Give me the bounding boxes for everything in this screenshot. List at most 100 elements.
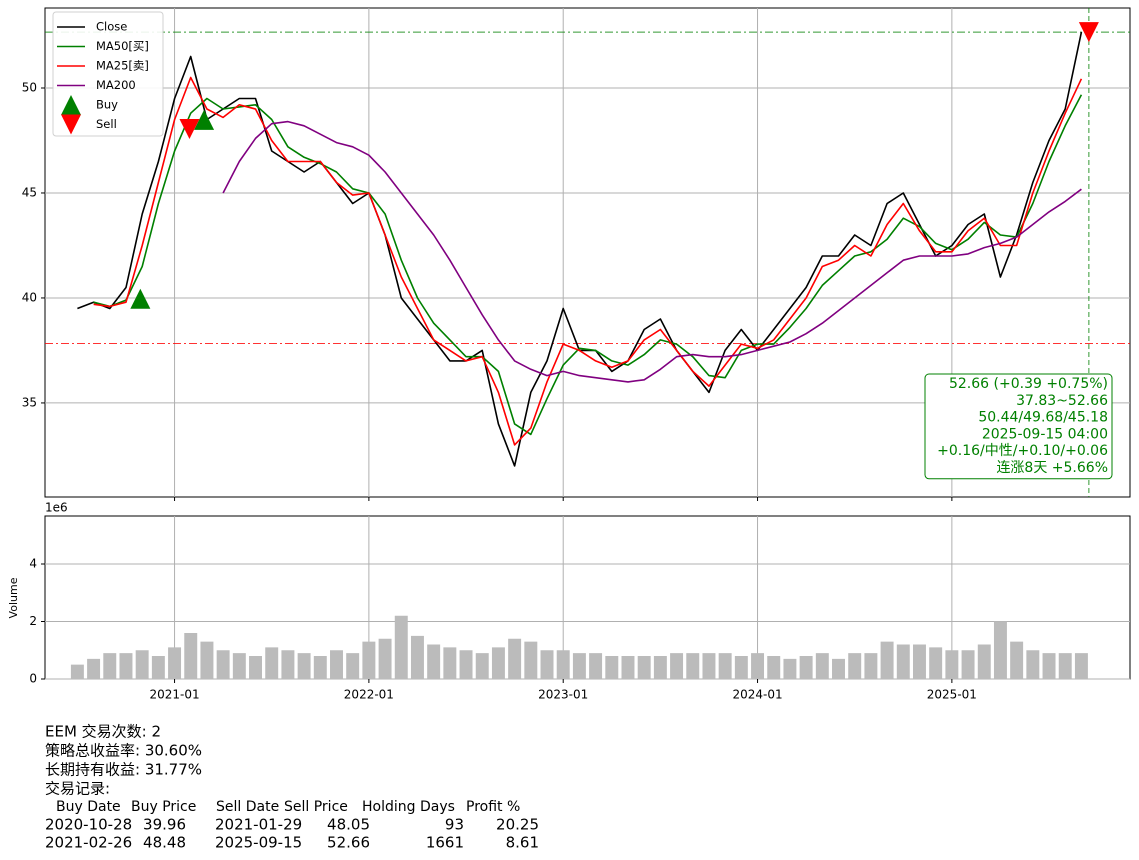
volume-bar bbox=[281, 650, 295, 679]
volume-bar bbox=[362, 641, 376, 679]
volume-bar bbox=[896, 644, 910, 679]
legend-label: Close bbox=[96, 20, 127, 34]
volume-bar bbox=[184, 633, 198, 679]
x-tick-label: 2022-01 bbox=[344, 688, 394, 702]
volume-bar bbox=[702, 653, 716, 679]
series-line bbox=[93, 76, 1083, 446]
trade-marker bbox=[1078, 22, 1099, 43]
volume-bar bbox=[70, 664, 84, 679]
volume-bar bbox=[508, 638, 522, 679]
annotation-text: 52.66 (+0.39 +0.75%) bbox=[949, 376, 1108, 392]
summary-line: 策略总收益率: 30.60% bbox=[45, 742, 202, 760]
annotation-text: 连涨8天 +5.66% bbox=[996, 460, 1108, 476]
volume-bar bbox=[216, 650, 230, 679]
volume-bar bbox=[1074, 653, 1088, 679]
volume-bar bbox=[621, 656, 635, 679]
annotation-text: +0.16/中性/+0.10/+0.06 bbox=[937, 443, 1108, 459]
table-header: Sell Date bbox=[216, 799, 279, 815]
x-tick-label: 2023-01 bbox=[538, 688, 588, 702]
legend-swatch bbox=[61, 95, 81, 115]
legend-label: Buy bbox=[96, 98, 118, 112]
volume-bar bbox=[1026, 650, 1040, 679]
legend-label: MA200 bbox=[96, 78, 136, 92]
volume-bar bbox=[459, 650, 473, 679]
table-cell: 2020-10-28 bbox=[45, 816, 132, 834]
legend-label: MA25[卖] bbox=[96, 59, 149, 73]
table-cell: 1661 bbox=[426, 834, 464, 852]
table-cell: 48.48 bbox=[143, 834, 186, 852]
y-tick-label: 40 bbox=[22, 290, 37, 304]
summary-line: EEM 交易次数: 2 bbox=[45, 723, 161, 741]
volume-bar bbox=[945, 650, 959, 679]
legend-label: MA50[买] bbox=[96, 39, 149, 53]
volume-bar bbox=[848, 653, 862, 679]
table-header: Holding Days bbox=[362, 799, 455, 815]
volume-bar bbox=[815, 653, 829, 679]
legend: Close MA50[买] MA25[卖] MA200 Buy Sell bbox=[52, 11, 164, 137]
annotation-text: 37.83~52.66 bbox=[1016, 393, 1108, 409]
y-axis-label: Volume bbox=[7, 577, 20, 618]
volume-bar bbox=[864, 653, 878, 679]
volume-bar bbox=[572, 653, 586, 679]
volume-bar bbox=[718, 653, 732, 679]
volume-bar bbox=[734, 656, 748, 679]
volume-bar bbox=[929, 647, 943, 679]
table-cell: 52.66 bbox=[327, 834, 370, 852]
volume-bar bbox=[119, 653, 133, 679]
series-line bbox=[222, 120, 1082, 383]
volume-bar bbox=[103, 653, 117, 679]
price-axes-frame bbox=[44, 7, 1131, 498]
volume-bar bbox=[427, 644, 441, 679]
volume-bar bbox=[378, 638, 392, 679]
y-tick-label: 4 bbox=[29, 557, 37, 571]
y-tick-label: 50 bbox=[22, 80, 37, 94]
annotation-text: 50.44/49.68/45.18 bbox=[978, 410, 1108, 426]
volume-bar bbox=[232, 653, 246, 679]
volume-bar bbox=[443, 647, 457, 679]
volume-bar bbox=[410, 635, 424, 679]
volume-bar bbox=[313, 656, 327, 679]
volume-bar bbox=[1058, 653, 1072, 679]
volume-bar bbox=[913, 644, 926, 679]
volume-bar bbox=[799, 656, 813, 679]
table-cell: 20.25 bbox=[496, 816, 539, 834]
volume-bar bbox=[200, 641, 214, 679]
summary-line: 交易记录: bbox=[45, 780, 110, 798]
trade-marker bbox=[194, 109, 215, 130]
trade-marker bbox=[130, 288, 151, 309]
offset-label: 1e6 bbox=[45, 501, 68, 515]
table-header: Profit % bbox=[466, 799, 520, 815]
volume-bar bbox=[1010, 641, 1024, 679]
volume-bar bbox=[135, 650, 149, 679]
volume-bar bbox=[168, 647, 182, 679]
y-tick-label: 35 bbox=[22, 395, 37, 409]
x-tick-label: 2021-01 bbox=[149, 688, 199, 702]
volume-bar bbox=[524, 641, 538, 679]
table-header: Sell Price bbox=[284, 799, 348, 815]
table-cell: 39.96 bbox=[143, 816, 186, 834]
volume-bar bbox=[475, 653, 489, 679]
volume-bar bbox=[783, 658, 797, 679]
table-cell: 2025-09-15 bbox=[215, 834, 302, 852]
y-tick-label: 0 bbox=[29, 672, 37, 686]
volume-bar bbox=[265, 647, 279, 679]
volume-bar bbox=[556, 650, 570, 679]
y-tick-label: 2 bbox=[29, 614, 37, 628]
x-tick-label: 2025-01 bbox=[927, 688, 977, 702]
volume-bar bbox=[346, 653, 360, 679]
volume-bar bbox=[394, 615, 408, 679]
volume-bar bbox=[653, 656, 667, 679]
volume-bar bbox=[491, 647, 505, 679]
legend-swatch bbox=[61, 114, 81, 135]
volume-bar bbox=[151, 656, 165, 679]
table-cell: 8.61 bbox=[506, 834, 539, 852]
volume-bar bbox=[87, 658, 101, 679]
volume-bar bbox=[637, 656, 651, 679]
volume-bar bbox=[540, 650, 554, 679]
volume-bar bbox=[605, 656, 619, 679]
table-cell: 2021-02-26 bbox=[45, 834, 132, 852]
volume-bar bbox=[297, 653, 311, 679]
annotation-text: 2025-09-15 04:00 bbox=[982, 426, 1108, 442]
